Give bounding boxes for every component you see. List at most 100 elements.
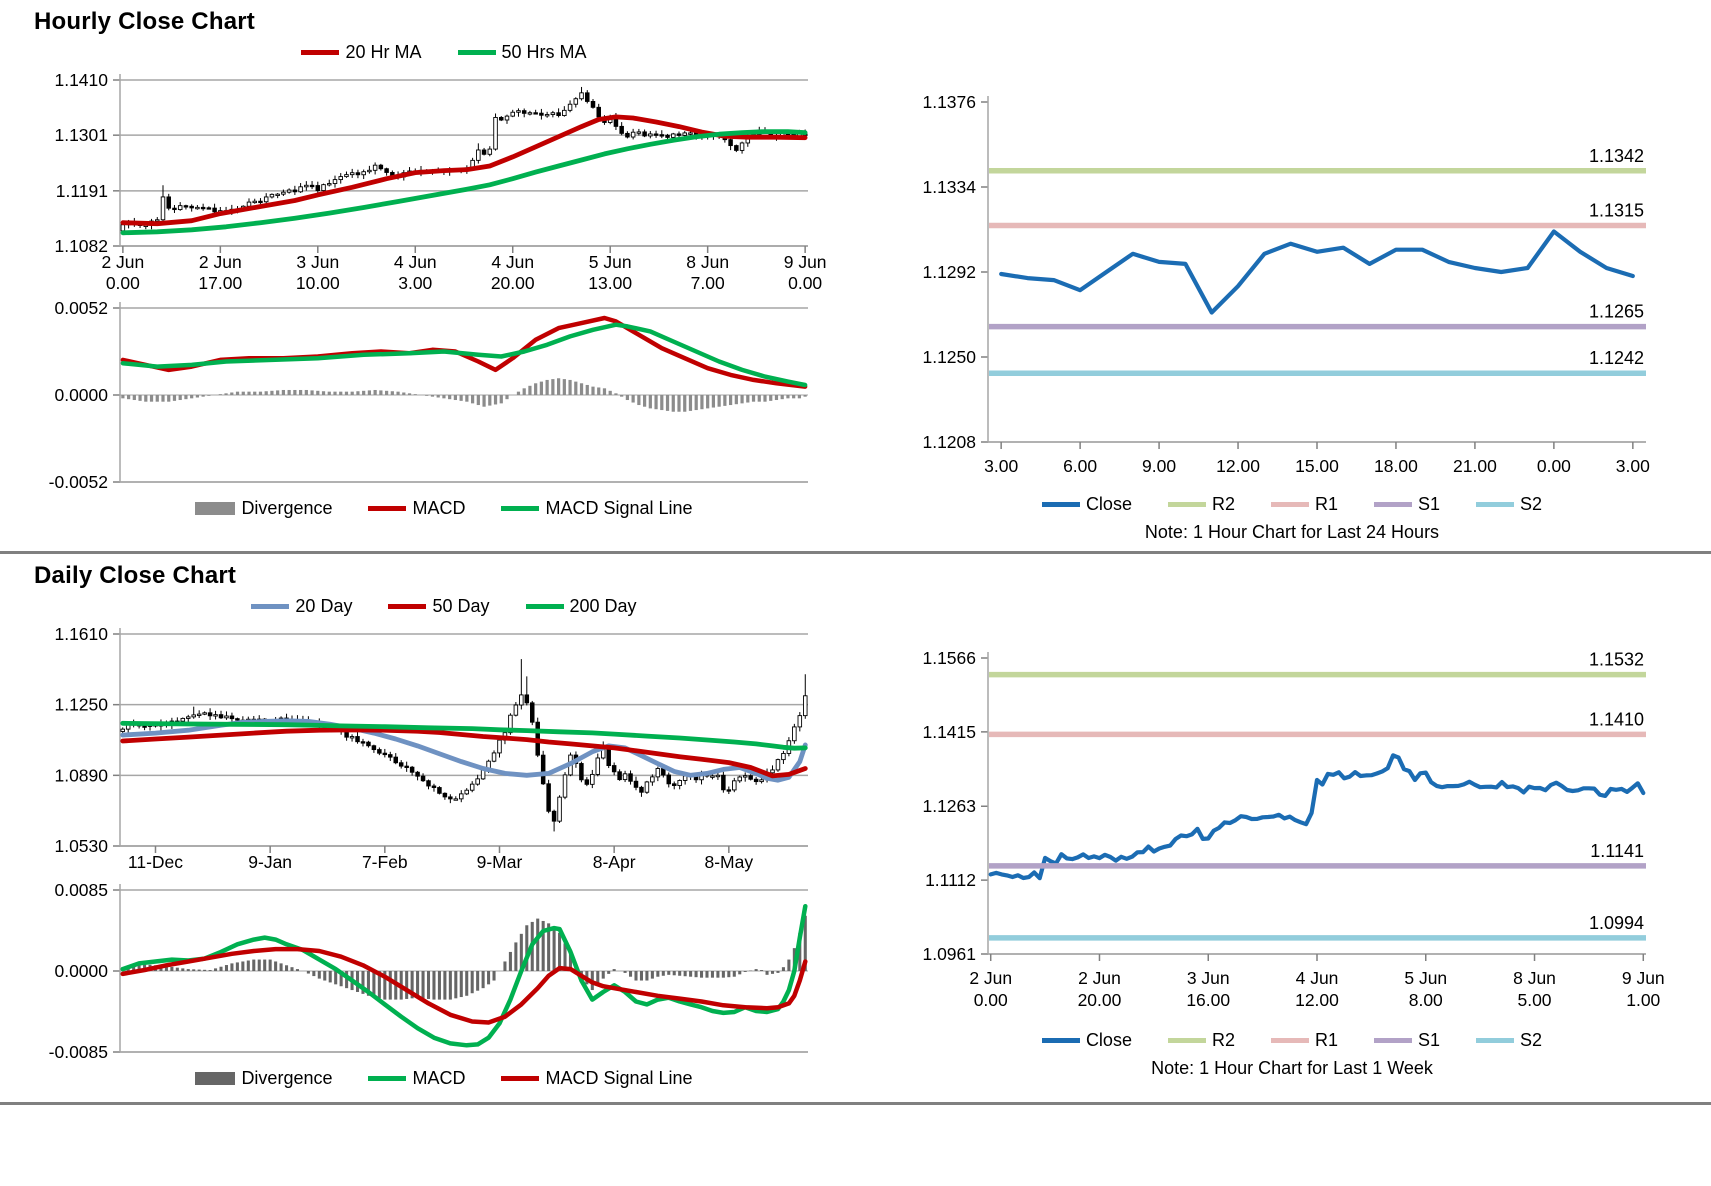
section-divider (0, 551, 1711, 554)
hourly-section: Hourly Close Chart 20 Hr MA 50 Hrs MA 1.1… (0, 8, 1711, 543)
legend-item-50-hrs-ma: 50 Hrs MA (458, 42, 587, 63)
pivot-label-r1: 1.1315 (1589, 200, 1644, 220)
svg-text:1.1334: 1.1334 (922, 177, 976, 197)
legend-line-swatch (1271, 1038, 1309, 1043)
svg-text:9 Jun: 9 Jun (784, 252, 827, 272)
page-title-daily: Daily Close Chart (34, 562, 1711, 590)
svg-text:3.00: 3.00 (984, 456, 1018, 476)
legend-item-r2: R2 (1168, 1030, 1235, 1051)
svg-text:13.00: 13.00 (588, 273, 632, 293)
svg-text:8 Jun: 8 Jun (1513, 968, 1556, 988)
svg-text:5 Jun: 5 Jun (1404, 968, 1447, 988)
svg-text:17.00: 17.00 (198, 273, 242, 293)
svg-text:1.1112: 1.1112 (925, 870, 976, 890)
svg-text:16.00: 16.00 (1186, 990, 1230, 1010)
daily-pivot-note: Note: 1 Hour Chart for Last 1 Week (884, 1058, 1700, 1079)
svg-text:1.0530: 1.0530 (54, 836, 108, 856)
svg-text:1.1292: 1.1292 (922, 262, 976, 282)
svg-text:15.00: 15.00 (1295, 456, 1339, 476)
legend-label: Close (1086, 1030, 1132, 1051)
svg-text:1.1301: 1.1301 (54, 125, 108, 145)
svg-text:0.0000: 0.0000 (54, 385, 108, 405)
bottom-divider (0, 1102, 1711, 1105)
pivot-label-s2: 1.1242 (1589, 348, 1644, 368)
svg-text:1.1208: 1.1208 (922, 432, 976, 452)
svg-text:10.00: 10.00 (296, 273, 340, 293)
pivot-label-s1: 1.1141 (1590, 841, 1644, 861)
legend-label: MACD (412, 498, 465, 519)
svg-text:1.1082: 1.1082 (54, 236, 108, 256)
legend-item-20-day: 20 Day (251, 596, 352, 617)
legend-box-swatch (195, 1072, 235, 1085)
legend-line-swatch (1271, 502, 1309, 507)
legend-label: Divergence (241, 498, 332, 519)
legend-line-swatch (1374, 502, 1412, 507)
svg-text:1.1610: 1.1610 (54, 624, 108, 644)
legend-line-swatch (458, 50, 496, 55)
svg-text:11-Dec: 11-Dec (128, 852, 183, 872)
svg-text:20.00: 20.00 (1078, 990, 1122, 1010)
svg-text:9-Jan: 9-Jan (248, 852, 292, 872)
svg-text:0.00: 0.00 (106, 273, 140, 293)
svg-text:1.1263: 1.1263 (922, 796, 976, 816)
legend-item-divergence: Divergence (195, 1068, 332, 1089)
page-title-hourly: Hourly Close Chart (34, 8, 1711, 36)
legend-item-macd: MACD (368, 1068, 465, 1089)
legend-item-200-day: 200 Day (526, 596, 637, 617)
svg-text:9 Jun: 9 Jun (1622, 968, 1665, 988)
legend-item-r1: R1 (1271, 494, 1338, 515)
legend-item-20-hr-ma: 20 Hr MA (301, 42, 421, 63)
svg-text:20.00: 20.00 (491, 273, 535, 293)
svg-text:0.00: 0.00 (788, 273, 822, 293)
svg-text:12.00: 12.00 (1216, 456, 1260, 476)
legend-label: MACD (412, 1068, 465, 1089)
svg-text:1.1250: 1.1250 (54, 695, 108, 715)
legend-item-macd-signal-line: MACD Signal Line (501, 498, 692, 519)
svg-text:1.1191: 1.1191 (56, 181, 108, 201)
legend-item-50-day: 50 Day (388, 596, 489, 617)
svg-text:0.0000: 0.0000 (54, 961, 108, 981)
legend-item-s1: S1 (1374, 1030, 1440, 1051)
legend-label: 50 Day (432, 596, 489, 617)
pivot-label-r1: 1.1410 (1589, 709, 1644, 729)
legend-line-swatch (501, 1076, 539, 1081)
svg-text:2 Jun: 2 Jun (1078, 968, 1121, 988)
svg-text:8 Jun: 8 Jun (686, 252, 729, 272)
legend-line-swatch (526, 604, 564, 609)
svg-text:9-Mar: 9-Mar (477, 852, 523, 872)
legend-item-s2: S2 (1476, 1030, 1542, 1051)
legend-label: R1 (1315, 1030, 1338, 1051)
svg-text:8-Apr: 8-Apr (593, 852, 636, 872)
svg-text:2 Jun: 2 Jun (969, 968, 1012, 988)
legend-line-swatch (1476, 1038, 1514, 1043)
svg-text:-0.0085: -0.0085 (49, 1042, 108, 1062)
daily-close-legend: 20 Day 50 Day 200 Day (8, 590, 880, 622)
svg-text:6.00: 6.00 (1063, 456, 1097, 476)
legend-label: 20 Hr MA (345, 42, 421, 63)
legend-line-swatch (501, 506, 539, 511)
svg-text:-0.0052: -0.0052 (49, 472, 108, 492)
svg-text:1.1410: 1.1410 (54, 70, 108, 90)
legend-item-r1: R1 (1271, 1030, 1338, 1051)
legend-line-swatch (1042, 1038, 1080, 1043)
pivot-label-s1: 1.1265 (1589, 302, 1644, 322)
legend-label: 20 Day (295, 596, 352, 617)
svg-text:12.00: 12.00 (1295, 990, 1339, 1010)
legend-label: S2 (1520, 494, 1542, 515)
svg-text:1.1250: 1.1250 (922, 347, 976, 367)
svg-text:9.00: 9.00 (1142, 456, 1176, 476)
svg-text:3 Jun: 3 Jun (1187, 968, 1230, 988)
svg-text:0.0085: 0.0085 (54, 880, 108, 900)
svg-text:1.1415: 1.1415 (922, 722, 976, 742)
legend-box-swatch (195, 502, 235, 515)
legend-line-swatch (388, 604, 426, 609)
svg-text:7-Feb: 7-Feb (362, 852, 408, 872)
pivot-label-s2: 1.0994 (1589, 913, 1644, 933)
legend-line-swatch (1168, 502, 1206, 507)
